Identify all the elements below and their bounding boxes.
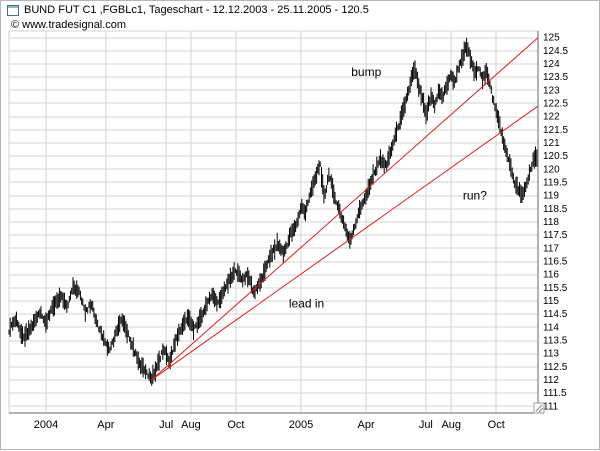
svg-text:115: 115 <box>543 296 559 307</box>
svg-text:123.5: 123.5 <box>543 72 568 83</box>
svg-text:119.5: 119.5 <box>543 177 568 188</box>
svg-text:Jul: Jul <box>159 419 173 431</box>
svg-text:Apr: Apr <box>97 419 114 431</box>
price-series-bars <box>8 37 539 386</box>
svg-text:Jul: Jul <box>419 419 433 431</box>
copyright-label: © www.tradesignal.com <box>11 19 127 31</box>
svg-text:112.5: 112.5 <box>543 362 568 373</box>
svg-text:122: 122 <box>543 112 560 123</box>
resize-handle[interactable] <box>533 402 545 414</box>
svg-text:Apr: Apr <box>358 419 375 431</box>
svg-text:113.5: 113.5 <box>543 336 568 347</box>
svg-text:121: 121 <box>543 138 560 149</box>
svg-text:111: 111 <box>543 401 559 412</box>
svg-text:120.5: 120.5 <box>543 151 568 162</box>
svg-text:124: 124 <box>543 59 560 70</box>
svg-text:111.5: 111.5 <box>543 388 567 399</box>
svg-text:Aug: Aug <box>181 419 201 431</box>
y-axis-labels: 125 124.5 124 123.5 123 122.5 122 121.5 121 120.5… <box>543 33 568 413</box>
svg-text:114.5: 114.5 <box>543 309 568 320</box>
svg-text:120: 120 <box>543 164 560 175</box>
svg-text:112: 112 <box>543 375 559 386</box>
window-icon <box>7 4 19 16</box>
svg-text:lead in: lead in <box>289 297 324 311</box>
title-bar: BUND FUT C1 ,FGBLc1, Tageschart - 12.12.… <box>7 4 369 16</box>
x-axis-labels: 2004 Apr Jul Aug Oct 2005 Apr Jul Aug Oct <box>34 419 505 431</box>
svg-text:Aug: Aug <box>441 419 461 431</box>
svg-text:bump: bump <box>351 65 381 79</box>
svg-text:114: 114 <box>543 322 559 333</box>
svg-text:Oct: Oct <box>488 419 505 431</box>
svg-text:Oct: Oct <box>227 419 244 431</box>
svg-text:122.5: 122.5 <box>543 98 568 109</box>
svg-text:116: 116 <box>543 270 559 281</box>
svg-text:118.5: 118.5 <box>543 204 568 215</box>
svg-text:118: 118 <box>543 217 559 228</box>
svg-text:124.5: 124.5 <box>543 46 568 57</box>
svg-text:117: 117 <box>543 243 559 254</box>
svg-text:2004: 2004 <box>34 419 58 431</box>
chart-title: BUND FUT C1 ,FGBLc1, Tageschart - 12.12.… <box>24 4 369 16</box>
trend-lines <box>150 37 539 381</box>
svg-text:116.5: 116.5 <box>543 257 568 268</box>
grid-lines <box>9 31 538 413</box>
svg-text:113: 113 <box>543 349 559 360</box>
svg-text:123: 123 <box>543 85 560 96</box>
svg-text:run?: run? <box>463 189 487 203</box>
svg-text:119: 119 <box>543 191 559 202</box>
chart-annotations: bump run? lead in <box>289 65 487 311</box>
svg-text:121.5: 121.5 <box>543 125 568 136</box>
svg-text:125: 125 <box>543 33 560 44</box>
svg-text:115.5: 115.5 <box>543 283 568 294</box>
svg-text:117.5: 117.5 <box>543 230 568 241</box>
svg-text:2005: 2005 <box>289 419 313 431</box>
